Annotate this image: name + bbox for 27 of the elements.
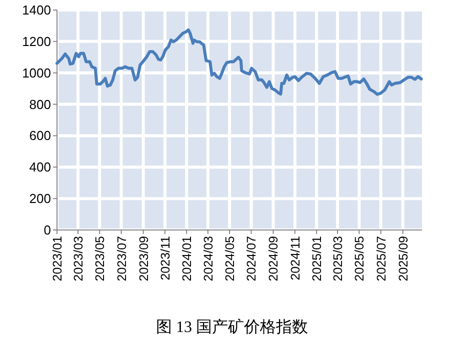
x-tick-label: 2024/09 [266, 236, 281, 282]
x-tick-label: 2023/09 [136, 236, 151, 282]
x-tick-label: 2025/07 [374, 236, 388, 282]
x-tick-label: 2025/03 [330, 236, 345, 282]
y-tick-label: 200 [29, 191, 51, 206]
x-tick-label: 2023/11 [158, 236, 172, 280]
x-tick-label: 2025/05 [352, 236, 367, 282]
x-tick-label: 2023/03 [71, 236, 86, 282]
x-tick-label: 2024/05 [223, 236, 238, 282]
y-tick-label: 1000 [22, 65, 51, 80]
caption: 图 13 国产矿价格指数 [156, 318, 308, 336]
x-tick-label: 2023/05 [93, 236, 108, 282]
y-tick-label: 400 [29, 160, 51, 175]
line-series [56, 28, 423, 96]
x-tick-label: 2025/09 [396, 236, 410, 282]
x-tick-label: 2024/03 [201, 236, 216, 282]
x-tick-label: 2023/07 [114, 236, 129, 282]
y-tick-label: 0 [44, 222, 51, 238]
y-tick-label: 1200 [22, 34, 51, 49]
y-tick-label: 800 [29, 96, 51, 112]
x-tick-label: 2023/01 [50, 236, 64, 282]
x-tick-label: 2024/07 [244, 236, 259, 282]
x-tick-label: 2025/01 [310, 236, 324, 282]
x-tick-label: 2024/01 [180, 236, 194, 282]
y-tick-label: 1400 [22, 2, 51, 18]
x-tick-label: 2024/11 [288, 236, 302, 280]
y-tick-label: 600 [29, 128, 51, 144]
